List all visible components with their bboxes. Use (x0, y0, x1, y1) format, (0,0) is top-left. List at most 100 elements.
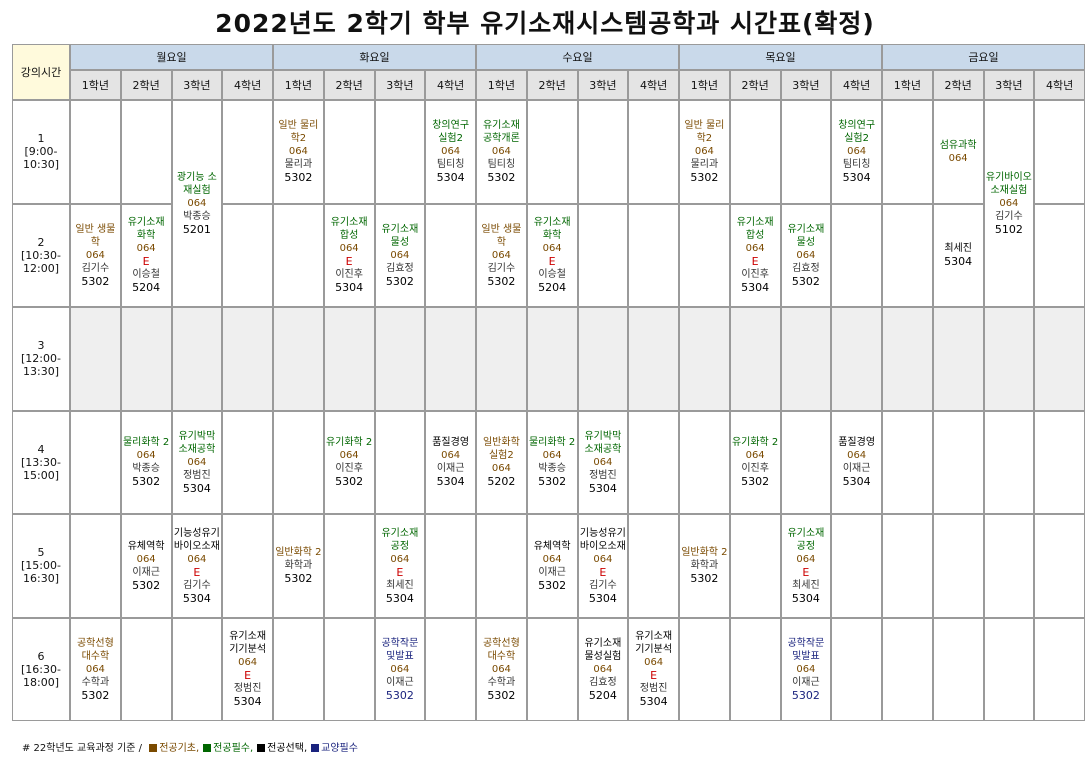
year-header: 1학년 (679, 70, 730, 100)
course-name: 유기소재 합성 (330, 217, 368, 242)
course-cell[interactable]: 일반 물리학2 064 물리과 5302 (273, 100, 324, 204)
course-professor: 최세진 (386, 579, 414, 591)
course-name: 유기소재 물성 (381, 223, 419, 248)
course-cell[interactable]: 유기소재 물성 064 김효정 5302 (374, 203, 426, 307)
course-code: 064 (136, 553, 156, 565)
course-cell[interactable]: 유기소재 물성실험 064 김효정 5204 (577, 617, 629, 721)
course-cell[interactable]: 품질경영 064 이재근 5304 (425, 410, 476, 514)
course-professor: 박종승 (183, 211, 211, 222)
course-name: 유기박막 소재공학 (584, 430, 622, 455)
year-label: 2학년 (132, 78, 160, 92)
course-cell[interactable]: 유기소재 물성 064 김효정 5302 (780, 203, 832, 307)
course-room: 5304 (588, 591, 617, 605)
course-room: 5304 (842, 475, 871, 489)
course-cell[interactable]: 유기소재 화학 064 E 이승철 5204 (120, 203, 172, 307)
course-name: 일반 생물학 (481, 223, 522, 248)
course-cell[interactable]: 공학선형 대수학 064 수학과 5302 (70, 617, 121, 721)
course-cell[interactable]: 유기소재 합성 064 E 이진후 5304 (323, 203, 375, 307)
course-code: 064 (593, 663, 613, 675)
course-e-mark: E (751, 255, 759, 269)
course-cell[interactable]: 유기화학 2 064 이진후 5302 (729, 410, 781, 514)
course-room: 5302 (791, 274, 820, 288)
course-professor: 김기수 (589, 579, 617, 591)
course-cell[interactable]: 유기박막 소재공학 064 정범진 5304 (577, 410, 629, 514)
course-cell[interactable]: 유기소재 기기분석 064 E 정범진 5304 (222, 617, 273, 721)
course-cell[interactable]: 기능성유기 바이오소재 064 E 김기수 5304 (577, 514, 629, 618)
course-room: 5302 (538, 475, 567, 489)
course-code: 064 (948, 152, 968, 164)
course-cell[interactable]: 유기소재 공정 064 E 최세진 5304 (780, 514, 832, 618)
empty-slot (577, 307, 629, 411)
empty-slot (628, 307, 679, 411)
course-cell[interactable]: 공학작문 및발표 064 이재근 5302 (374, 617, 426, 721)
course-professor: 이승철 (132, 269, 160, 281)
course-name: 기능성유기 바이오소재 (173, 527, 220, 552)
empty-slot (425, 514, 476, 618)
course-cell[interactable]: 기능성유기 바이오소재 064 E 김기수 5304 (171, 514, 223, 618)
course-cell[interactable]: 유기바이오 소재실험 064 김기수 5102 (983, 100, 1035, 307)
course-cell[interactable]: 유기소재 기기분석 064 E 정범진 5304 (628, 617, 679, 721)
course-cell[interactable]: 유기소재 합성 064 E 이진후 5304 (729, 203, 781, 307)
course-cell[interactable]: 유기화학 2 064 이진후 5302 (323, 410, 375, 514)
course-cell[interactable]: 일반화학 2 화학과 5302 (679, 514, 730, 618)
empty-slot (882, 617, 933, 721)
period-time: [9:00-10:30] (23, 145, 59, 172)
legend-swatch (311, 744, 320, 752)
year-header: 1학년 (882, 70, 933, 100)
empty-slot (729, 617, 781, 721)
course-cell[interactable]: 일반화학 2 화학과 5302 (273, 514, 324, 618)
course-code: 064 (694, 146, 714, 158)
course-cell[interactable]: 광기능 소재실험 064 박종승 5201 (171, 100, 223, 307)
course-name: 광기능 소재실험 (176, 172, 217, 196)
course-cell[interactable]: 물리화학 2 064 박종승 5302 (526, 410, 578, 514)
course-name: 유기소재 공학개론 (482, 120, 520, 145)
empty-slot (780, 410, 832, 514)
course-cell[interactable]: 공학선형 대수학 064 수학과 5302 (476, 617, 527, 721)
empty-slot (425, 203, 476, 307)
course-cell[interactable]: 유기소재 공정 064 E 최세진 5304 (374, 514, 426, 618)
course-code: 064 (491, 146, 511, 158)
course-professor: 이재근 (436, 463, 465, 475)
legend-items: 전공기초, 전공필수, 전공선택, 교양필수 (147, 743, 360, 754)
year-header: 4학년 (222, 70, 273, 100)
course-cell[interactable]: 물리화학 2 064 박종승 5302 (120, 410, 172, 514)
course-name: 유기바이오 소재실험 (985, 172, 1032, 196)
course-name: 창의연구 실험2 (838, 120, 876, 145)
empty-slot (476, 514, 527, 618)
course-cell[interactable]: 일반화학 실험2 064 5202 (476, 410, 527, 514)
course-cell[interactable]: 유기소재 공학개론 064 팀티칭 5302 (476, 100, 527, 204)
course-cell[interactable]: 창의연구 실험2 064 팀티칭 5304 (831, 100, 882, 204)
course-professor: 이진후 (335, 269, 363, 281)
course-code: 064 (491, 249, 511, 261)
course-cell[interactable]: 품질경영 064 이재근 5304 (831, 410, 882, 514)
course-cell[interactable]: 최세진 5304 (932, 203, 984, 307)
course-room: 5204 (588, 688, 617, 702)
course-name: 최세진 (944, 243, 972, 255)
course-cell[interactable]: 일반 생물학 064 김기수 5302 (476, 203, 527, 307)
course-cell[interactable]: 유체역학 064 이재근 5302 (120, 514, 172, 618)
course-professor: 이재근 (132, 566, 160, 578)
course-cell[interactable]: 유체역학 064 이재근 5302 (526, 514, 578, 618)
course-room: 5304 (385, 591, 414, 605)
empty-slot (831, 203, 882, 307)
course-cell[interactable]: 일반 생물학 064 김기수 5302 (70, 203, 121, 307)
course-cell[interactable]: 일반 물리학2 064 물리과 5302 (679, 100, 730, 204)
course-cell[interactable]: 유기박막 소재공학 064 정범진 5304 (171, 410, 223, 514)
course-cell[interactable]: 유기소재 화학 064 E 이승철 5204 (526, 203, 578, 307)
course-e-mark: E (345, 255, 353, 269)
course-name: 품질경영 (432, 437, 470, 449)
course-professor: 김효정 (589, 676, 617, 688)
empty-slot (729, 514, 781, 618)
empty-slot (1034, 100, 1085, 204)
course-cell[interactable]: 공학작문 및발표 064 이재근 5302 (780, 617, 832, 721)
course-name: 일반화학 2 (681, 547, 728, 559)
course-code: 064 (187, 456, 207, 468)
empty-slot (171, 617, 223, 721)
course-cell[interactable]: 섬유과학 064 (932, 100, 984, 204)
course-professor: 정범진 (233, 683, 262, 695)
empty-slot (70, 100, 121, 204)
course-cell[interactable]: 창의연구 실험2 064 팀티칭 5304 (425, 100, 476, 204)
empty-slot (425, 307, 476, 411)
course-name: 물리화학 2 (528, 437, 576, 449)
course-name: 유체역학 (533, 540, 571, 552)
